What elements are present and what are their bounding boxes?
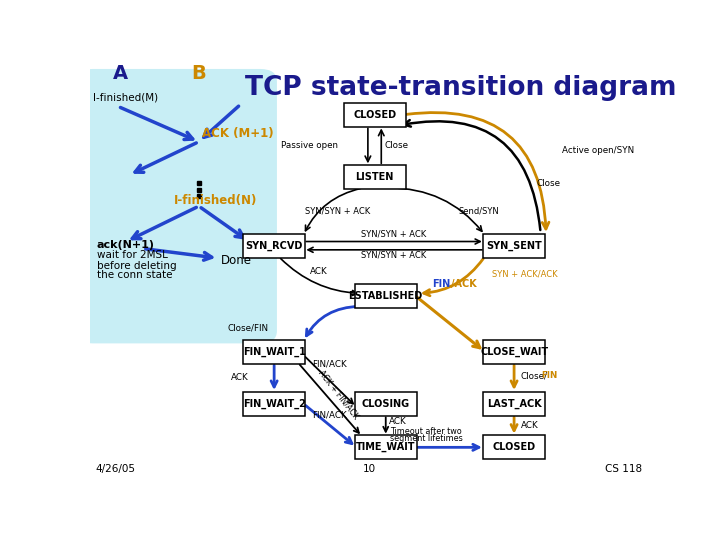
Text: SYN/SYN + ACK: SYN/SYN + ACK [361,230,427,239]
Text: CLOSING: CLOSING [361,399,410,409]
Text: ACK: ACK [310,267,328,276]
Text: Close/: Close/ [521,371,548,380]
FancyBboxPatch shape [483,392,545,416]
Text: before deleting: before deleting [96,260,176,271]
Text: ACK: ACK [231,373,249,382]
Text: ack(N+1): ack(N+1) [96,240,155,250]
Text: SYN/SYN + ACK: SYN/SYN + ACK [305,207,370,215]
Text: segment lifetimes: segment lifetimes [390,434,463,443]
Text: TIME_WAIT: TIME_WAIT [356,442,415,453]
Text: Timeout after two: Timeout after two [390,427,462,436]
Text: FIN: FIN [433,279,451,289]
Text: TCP state-transition diagram: TCP state-transition diagram [246,75,677,101]
Text: Send/SYN: Send/SYN [459,207,499,215]
Text: ESTABLISHED: ESTABLISHED [348,291,423,301]
Text: ACK + FIN/ACK: ACK + FIN/ACK [317,368,361,420]
Text: Close: Close [384,141,409,150]
FancyBboxPatch shape [243,234,305,258]
Text: CLOSED: CLOSED [353,110,396,120]
Text: Close: Close [536,179,560,188]
Text: CLOSE_WAIT: CLOSE_WAIT [480,347,548,357]
Text: CS 118: CS 118 [606,464,642,474]
Text: Close/FIN: Close/FIN [228,324,269,333]
FancyBboxPatch shape [243,392,305,416]
FancyBboxPatch shape [355,392,417,416]
FancyBboxPatch shape [243,340,305,364]
FancyBboxPatch shape [343,103,405,127]
Text: CLOSED: CLOSED [492,442,536,453]
Text: LAST_ACK: LAST_ACK [487,399,541,409]
Text: I-finished(N): I-finished(N) [174,194,257,207]
Text: SYN_RCVD: SYN_RCVD [246,240,303,251]
Text: Active open/SYN: Active open/SYN [562,146,634,154]
Text: I-finished(M): I-finished(M) [93,92,158,102]
FancyBboxPatch shape [483,234,545,258]
Text: ACK (M+1): ACK (M+1) [202,127,273,140]
Text: FIN_WAIT_2: FIN_WAIT_2 [243,399,305,409]
FancyBboxPatch shape [483,435,545,460]
Text: wait for 2MSL: wait for 2MSL [96,250,168,260]
Text: SYN/SYN + ACK: SYN/SYN + ACK [361,251,427,259]
FancyBboxPatch shape [355,435,417,460]
Text: 10: 10 [362,464,376,474]
Text: FIN_WAIT_1: FIN_WAIT_1 [243,347,305,357]
FancyBboxPatch shape [343,165,405,189]
FancyBboxPatch shape [76,69,277,343]
Text: B: B [192,64,206,83]
Text: FIN/ACK: FIN/ACK [312,411,347,420]
Text: Passive open: Passive open [282,141,338,150]
Text: A: A [113,64,128,83]
Text: Done: Done [221,254,252,267]
Text: LISTEN: LISTEN [356,172,394,182]
Text: 4/26/05: 4/26/05 [96,464,135,474]
Text: ACK: ACK [389,417,406,426]
Text: FIN: FIN [541,371,557,380]
FancyBboxPatch shape [355,284,417,308]
Text: SYN_SENT: SYN_SENT [486,240,542,251]
FancyBboxPatch shape [483,340,545,364]
Text: SYN + ACK/ACK: SYN + ACK/ACK [492,269,557,279]
Text: /ACK: /ACK [451,279,477,289]
Text: ACK: ACK [521,421,539,430]
Text: the conn state: the conn state [96,270,172,280]
Text: FIN/ACK: FIN/ACK [312,360,347,369]
